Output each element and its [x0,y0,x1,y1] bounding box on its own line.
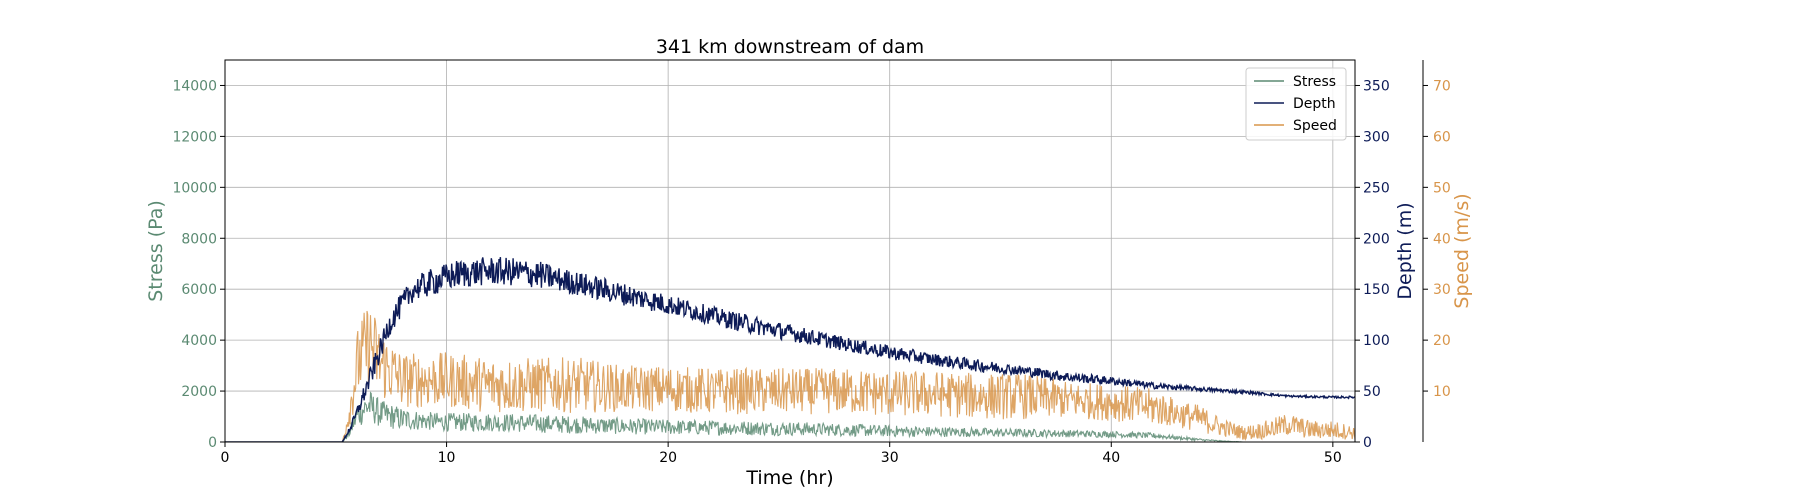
depth-tick-label: 0 [1363,435,1372,451]
depth-tick-label: 250 [1363,180,1390,196]
depth-axis: 0 50 100 150 200 250 300 350 [1355,78,1390,451]
depth-tick-label: 200 [1363,231,1390,247]
stress-axis: 0 2000 4000 6000 8000 10000 12000 14000 [172,78,225,451]
depth-tick-label: 350 [1363,78,1390,94]
stress-tick-label: 0 [208,435,217,451]
x-tick-label: 50 [1324,450,1342,466]
legend-label-speed: Speed [1293,118,1337,134]
depth-axis-label: Depth (m) [1394,202,1416,299]
stress-tick-label: 12000 [172,129,217,145]
legend-box [1245,67,1347,141]
chart-title: 341 km downstream of dam [656,36,924,58]
speed-tick-label: 70 [1433,78,1451,94]
speed-axis-label: Speed (m/s) [1451,193,1473,308]
series-line-stress [225,391,1355,442]
speed-tick-label: 20 [1433,333,1451,349]
x-tick-label: 30 [881,450,899,466]
speed-tick-label: 60 [1433,129,1451,145]
stress-tick-label: 10000 [172,180,217,196]
stress-tick-label: 14000 [172,78,217,94]
x-axis-label: Time (hr) [745,467,833,489]
series-line-depth [225,257,1355,442]
legend: Stress Depth Speed [1245,67,1347,141]
x-tick-label: 10 [438,450,456,466]
depth-tick-label: 150 [1363,282,1390,298]
series-line-speed [225,310,1355,442]
depth-tick-label: 300 [1363,129,1390,145]
stress-tick-label: 2000 [181,384,217,400]
x-axis: 0 10 20 30 40 50 [221,442,1342,466]
stress-tick-label: 4000 [181,333,217,349]
x-tick-label: 40 [1102,450,1120,466]
stress-tick-label: 6000 [181,282,217,298]
depth-tick-label: 50 [1363,384,1381,400]
speed-axis: 10 20 30 40 50 60 70 [1422,60,1451,442]
stress-tick-label: 8000 [181,231,217,247]
x-tick-label: 0 [221,450,230,466]
series-group [225,257,1355,442]
speed-tick-label: 50 [1433,180,1451,196]
legend-label-depth: Depth [1293,96,1336,112]
plot-frame [224,59,1356,443]
speed-tick-label: 30 [1433,282,1451,298]
depth-tick-label: 100 [1363,333,1390,349]
speed-tick-label: 40 [1433,231,1451,247]
x-tick-label: 20 [659,450,677,466]
legend-label-stress: Stress [1293,74,1336,90]
stress-axis-label: Stress (Pa) [145,200,167,302]
speed-tick-label: 10 [1433,384,1451,400]
